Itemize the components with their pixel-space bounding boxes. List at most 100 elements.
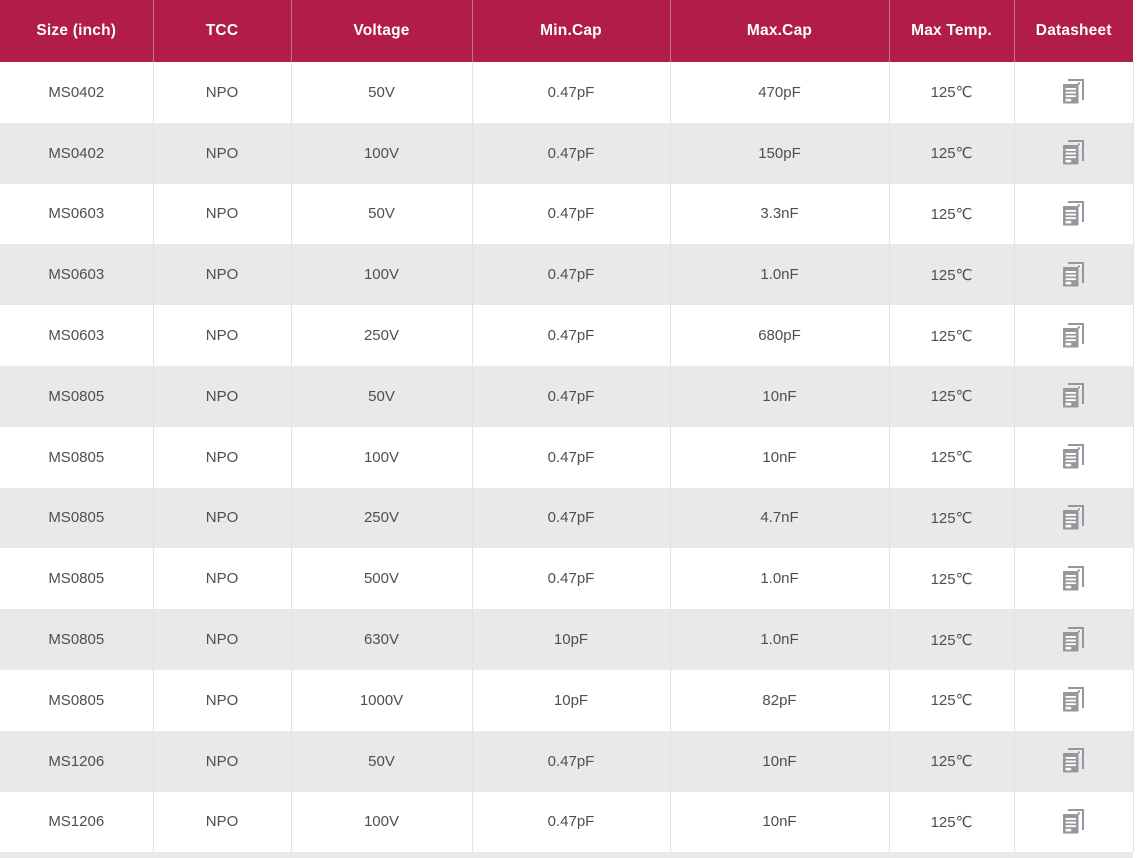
table-row: MS0805 NPO 1000V 10pF 82pF 125℃ — [0, 669, 1134, 731]
cell-datasheet — [1013, 365, 1134, 427]
cell-max-temp: 125℃ — [888, 365, 1014, 427]
cell-max-temp: 125℃ — [888, 669, 1014, 731]
column-header-max-temp: Max Temp. — [889, 0, 1015, 62]
table-row: MS0603 NPO 100V 0.47pF 1.0nF 125℃ — [0, 244, 1134, 306]
cell-tcc: NPO — [152, 487, 291, 549]
datasheet-icon[interactable] — [1062, 441, 1086, 469]
cell-max-temp: 125℃ — [888, 305, 1014, 366]
table-header: Size (inch) TCC Voltage Min.Cap Max.Cap … — [0, 0, 1133, 62]
cell-max-cap: 10nF — [669, 426, 889, 488]
cell-tcc: NPO — [152, 244, 291, 306]
cell-max-temp: 125℃ — [888, 244, 1014, 306]
cell-max-cap: 82pF — [669, 669, 889, 731]
cell-size: MS1206 — [0, 791, 153, 853]
cell-max-cap: 470pF — [669, 62, 889, 123]
table-row: MS0805 NPO 630V 10pF 1.0nF 125℃ — [0, 609, 1134, 670]
datasheet-icon[interactable] — [1062, 380, 1086, 408]
datasheet-icon[interactable] — [1062, 624, 1086, 652]
cell-datasheet — [1013, 730, 1134, 792]
cell-max-temp: 125℃ — [888, 183, 1014, 245]
cell-max-cap: 1.0nF — [669, 609, 889, 670]
datasheet-icon[interactable] — [1062, 806, 1086, 834]
cell-min-cap: 10pF — [471, 609, 670, 670]
cell-tcc: NPO — [152, 609, 291, 670]
column-header-voltage: Voltage — [291, 0, 473, 62]
cell-datasheet — [1013, 305, 1134, 366]
cell-size: MS0805 — [0, 426, 153, 488]
datasheet-icon[interactable] — [1062, 320, 1086, 348]
cell-min-cap: 0.47pF — [471, 548, 670, 610]
column-header-tcc: TCC — [153, 0, 292, 62]
cell-max-cap: 4.7nF — [669, 487, 889, 549]
cell-tcc: NPO — [152, 365, 291, 427]
cell-max-temp: 125℃ — [888, 609, 1014, 670]
cell-tcc: NPO — [152, 791, 291, 853]
table-row: MS0805 NPO 100V 0.47pF 10nF 125℃ — [0, 426, 1134, 488]
table-row: MS0603 NPO 250V 0.47pF 680pF 125℃ — [0, 305, 1134, 366]
cell-datasheet — [1013, 183, 1134, 245]
cell-min-cap: 0.47pF — [471, 487, 670, 549]
cell-max-cap: 150pF — [669, 122, 889, 184]
cell-size: MS0805 — [0, 609, 153, 670]
cell-max-temp: 125℃ — [888, 122, 1014, 184]
datasheet-icon[interactable] — [1062, 76, 1086, 104]
cell-max-temp: 125℃ — [888, 730, 1014, 792]
cell-max-cap: 10nF — [669, 365, 889, 427]
cell-datasheet — [1013, 487, 1134, 549]
cell-tcc: NPO — [152, 669, 291, 731]
cell-min-cap: 0.47pF — [471, 426, 670, 488]
datasheet-icon[interactable] — [1062, 745, 1086, 773]
cell-datasheet — [1013, 244, 1134, 306]
cell-max-cap: 1.0nF — [669, 244, 889, 306]
partial-next-row — [0, 852, 1133, 858]
datasheet-icon[interactable] — [1062, 502, 1086, 530]
cell-max-cap: 10nF — [669, 791, 889, 853]
cell-max-cap: 1.0nF — [669, 548, 889, 610]
cell-size: MS0805 — [0, 669, 153, 731]
cell-min-cap: 0.47pF — [471, 365, 670, 427]
cell-datasheet — [1013, 669, 1134, 731]
cell-max-temp: 125℃ — [888, 62, 1014, 123]
cell-size: MS1206 — [0, 730, 153, 792]
cell-tcc: NPO — [152, 62, 291, 123]
partial-row-background — [0, 852, 1133, 858]
table-body: MS0402 NPO 50V 0.47pF 470pF 125℃ MS0402 NPO 100… — [0, 62, 1134, 858]
cell-voltage: 100V — [290, 244, 472, 306]
datasheet-icon[interactable] — [1062, 684, 1086, 712]
cell-datasheet — [1013, 426, 1134, 488]
datasheet-icon[interactable] — [1062, 137, 1086, 165]
datasheet-icon[interactable] — [1062, 259, 1086, 287]
cell-datasheet — [1013, 548, 1134, 610]
cell-tcc: NPO — [152, 122, 291, 184]
table-row: MS0805 NPO 50V 0.47pF 10nF 125℃ — [0, 365, 1134, 427]
cell-max-temp: 125℃ — [888, 791, 1014, 853]
cell-max-temp: 125℃ — [888, 426, 1014, 488]
cell-min-cap: 0.47pF — [471, 244, 670, 306]
cell-tcc: NPO — [152, 305, 291, 366]
cell-voltage: 250V — [290, 305, 472, 366]
cell-size: MS0402 — [0, 122, 153, 184]
cell-size: MS0805 — [0, 487, 153, 549]
cell-datasheet — [1013, 791, 1134, 853]
cell-size: MS0805 — [0, 548, 153, 610]
cell-max-cap: 680pF — [669, 305, 889, 366]
cell-size: MS0805 — [0, 365, 153, 427]
datasheet-icon[interactable] — [1062, 198, 1086, 226]
cell-max-temp: 125℃ — [888, 548, 1014, 610]
table-row: MS0402 NPO 50V 0.47pF 470pF 125℃ — [0, 62, 1134, 123]
cell-min-cap: 0.47pF — [471, 183, 670, 245]
cell-tcc: NPO — [152, 426, 291, 488]
cell-tcc: NPO — [152, 183, 291, 245]
cell-voltage: 500V — [290, 548, 472, 610]
cell-voltage: 50V — [290, 730, 472, 792]
datasheet-icon[interactable] — [1062, 563, 1086, 591]
cell-tcc: NPO — [152, 730, 291, 792]
table-row: MS1206 NPO 50V 0.47pF 10nF 125℃ — [0, 730, 1134, 792]
cell-voltage: 630V — [290, 609, 472, 670]
cell-max-cap: 10nF — [669, 730, 889, 792]
table-row: MS0805 NPO 250V 0.47pF 4.7nF 125℃ — [0, 487, 1134, 549]
cell-min-cap: 0.47pF — [471, 122, 670, 184]
column-header-datasheet: Datasheet — [1014, 0, 1133, 62]
cell-size: MS0603 — [0, 305, 153, 366]
